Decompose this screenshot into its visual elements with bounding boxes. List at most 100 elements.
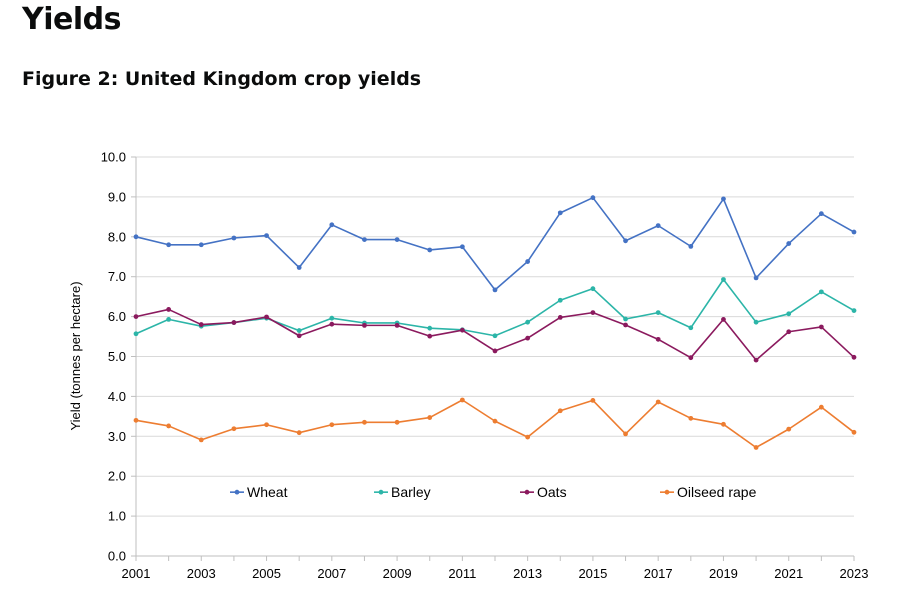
data-point: [590, 397, 596, 403]
y-axis-title: Yield (tonnes per hectare): [68, 281, 83, 430]
data-point: [623, 316, 628, 322]
data-point: [362, 237, 367, 242]
data-point: [525, 434, 531, 440]
data-point: [166, 316, 172, 322]
data-point: [427, 325, 433, 331]
data-point: [459, 397, 465, 403]
data-point: [362, 322, 367, 328]
x-tick-label: 2007: [317, 566, 346, 581]
data-point: [133, 314, 139, 319]
legend-swatch-marker: [664, 489, 670, 495]
data-point: [492, 418, 498, 424]
data-point: [427, 333, 433, 339]
data-point: [753, 357, 759, 363]
data-point: [688, 325, 694, 331]
data-point: [655, 399, 661, 405]
y-tick-label: 5.0: [108, 349, 126, 364]
legend-label: Oilseed rape: [677, 484, 757, 500]
data-point: [623, 322, 628, 328]
data-point: [166, 242, 172, 248]
legend-label: Oats: [537, 484, 567, 500]
data-point: [721, 277, 726, 282]
data-point: [492, 333, 498, 339]
data-point: [753, 319, 759, 325]
y-tick-label: 4.0: [108, 389, 126, 404]
y-tick-label: 7.0: [108, 269, 126, 284]
legend-item: Wheat: [230, 484, 288, 500]
data-point: [362, 419, 367, 425]
series-oilseed-rape: [133, 397, 857, 450]
y-tick-label: 8.0: [108, 229, 126, 244]
y-tick-label: 10.0: [101, 150, 126, 165]
x-tick-label: 2005: [252, 566, 281, 581]
data-point: [166, 423, 172, 429]
data-point: [557, 297, 563, 303]
data-point: [818, 324, 824, 330]
data-point: [329, 422, 335, 428]
x-tick-label: 2013: [513, 566, 542, 581]
data-point: [721, 316, 726, 322]
data-point: [231, 235, 237, 241]
data-point: [329, 321, 335, 327]
data-point: [688, 243, 694, 249]
y-axis-tick-labels: 0.0 1.0 2.0 3.0 4.0 5.0 6.0 7.0 8.0 9.0 10.0: [101, 150, 126, 564]
data-point: [459, 244, 465, 250]
x-tick-label: 2023: [840, 566, 869, 581]
data-point: [133, 234, 139, 240]
data-point: [492, 348, 498, 354]
data-point: [198, 322, 204, 327]
data-point: [557, 408, 563, 414]
data-point: [786, 311, 792, 317]
data-point: [264, 422, 269, 428]
data-point: [557, 314, 563, 320]
legend-label: Wheat: [247, 484, 288, 500]
series-lines: [133, 195, 857, 450]
data-point: [557, 210, 563, 216]
data-point: [133, 417, 139, 423]
data-point: [492, 287, 498, 293]
legend: Wheat Barley Oats Oilseed rape: [230, 484, 757, 500]
data-point: [655, 223, 661, 229]
series-oats: [133, 307, 857, 363]
x-tick-label: 2015: [578, 566, 607, 581]
x-tick-label: 2009: [383, 566, 412, 581]
series-wheat: [133, 195, 857, 293]
data-point: [851, 308, 857, 314]
data-point: [818, 211, 824, 217]
data-point: [590, 195, 596, 201]
data-point: [721, 421, 726, 427]
data-point: [329, 222, 335, 228]
data-point: [688, 415, 694, 421]
data-point: [688, 355, 694, 361]
data-point: [296, 328, 302, 333]
data-point: [623, 431, 628, 437]
data-point: [525, 335, 531, 341]
data-point: [394, 322, 400, 328]
y-tick-label: 2.0: [108, 469, 126, 484]
data-point: [231, 320, 237, 325]
data-point: [427, 247, 433, 253]
x-axis-tick-labels: 2001 2003 2005 2007 2009 2011 2013 2015 2017 2019…: [122, 566, 869, 581]
data-point: [525, 319, 531, 325]
legend-item: Oats: [520, 484, 567, 500]
data-point: [851, 354, 857, 360]
data-point: [590, 286, 596, 292]
series-line: [135, 196, 855, 291]
data-point: [231, 426, 237, 432]
y-tick-label: 3.0: [108, 429, 126, 444]
figure-title: Figure 2: United Kingdom crop yields: [22, 68, 422, 90]
data-point: [721, 196, 726, 202]
data-point: [394, 419, 400, 425]
data-point: [753, 275, 759, 281]
gridlines: [136, 156, 854, 517]
axes: [131, 156, 855, 561]
data-point: [459, 327, 465, 333]
legend-swatch-marker: [378, 489, 384, 495]
data-point: [786, 241, 792, 246]
legend-label: Barley: [391, 484, 431, 500]
data-point: [623, 238, 628, 244]
x-tick-label: 2021: [774, 566, 803, 581]
y-tick-label: 0.0: [108, 549, 126, 564]
data-point: [851, 229, 857, 235]
